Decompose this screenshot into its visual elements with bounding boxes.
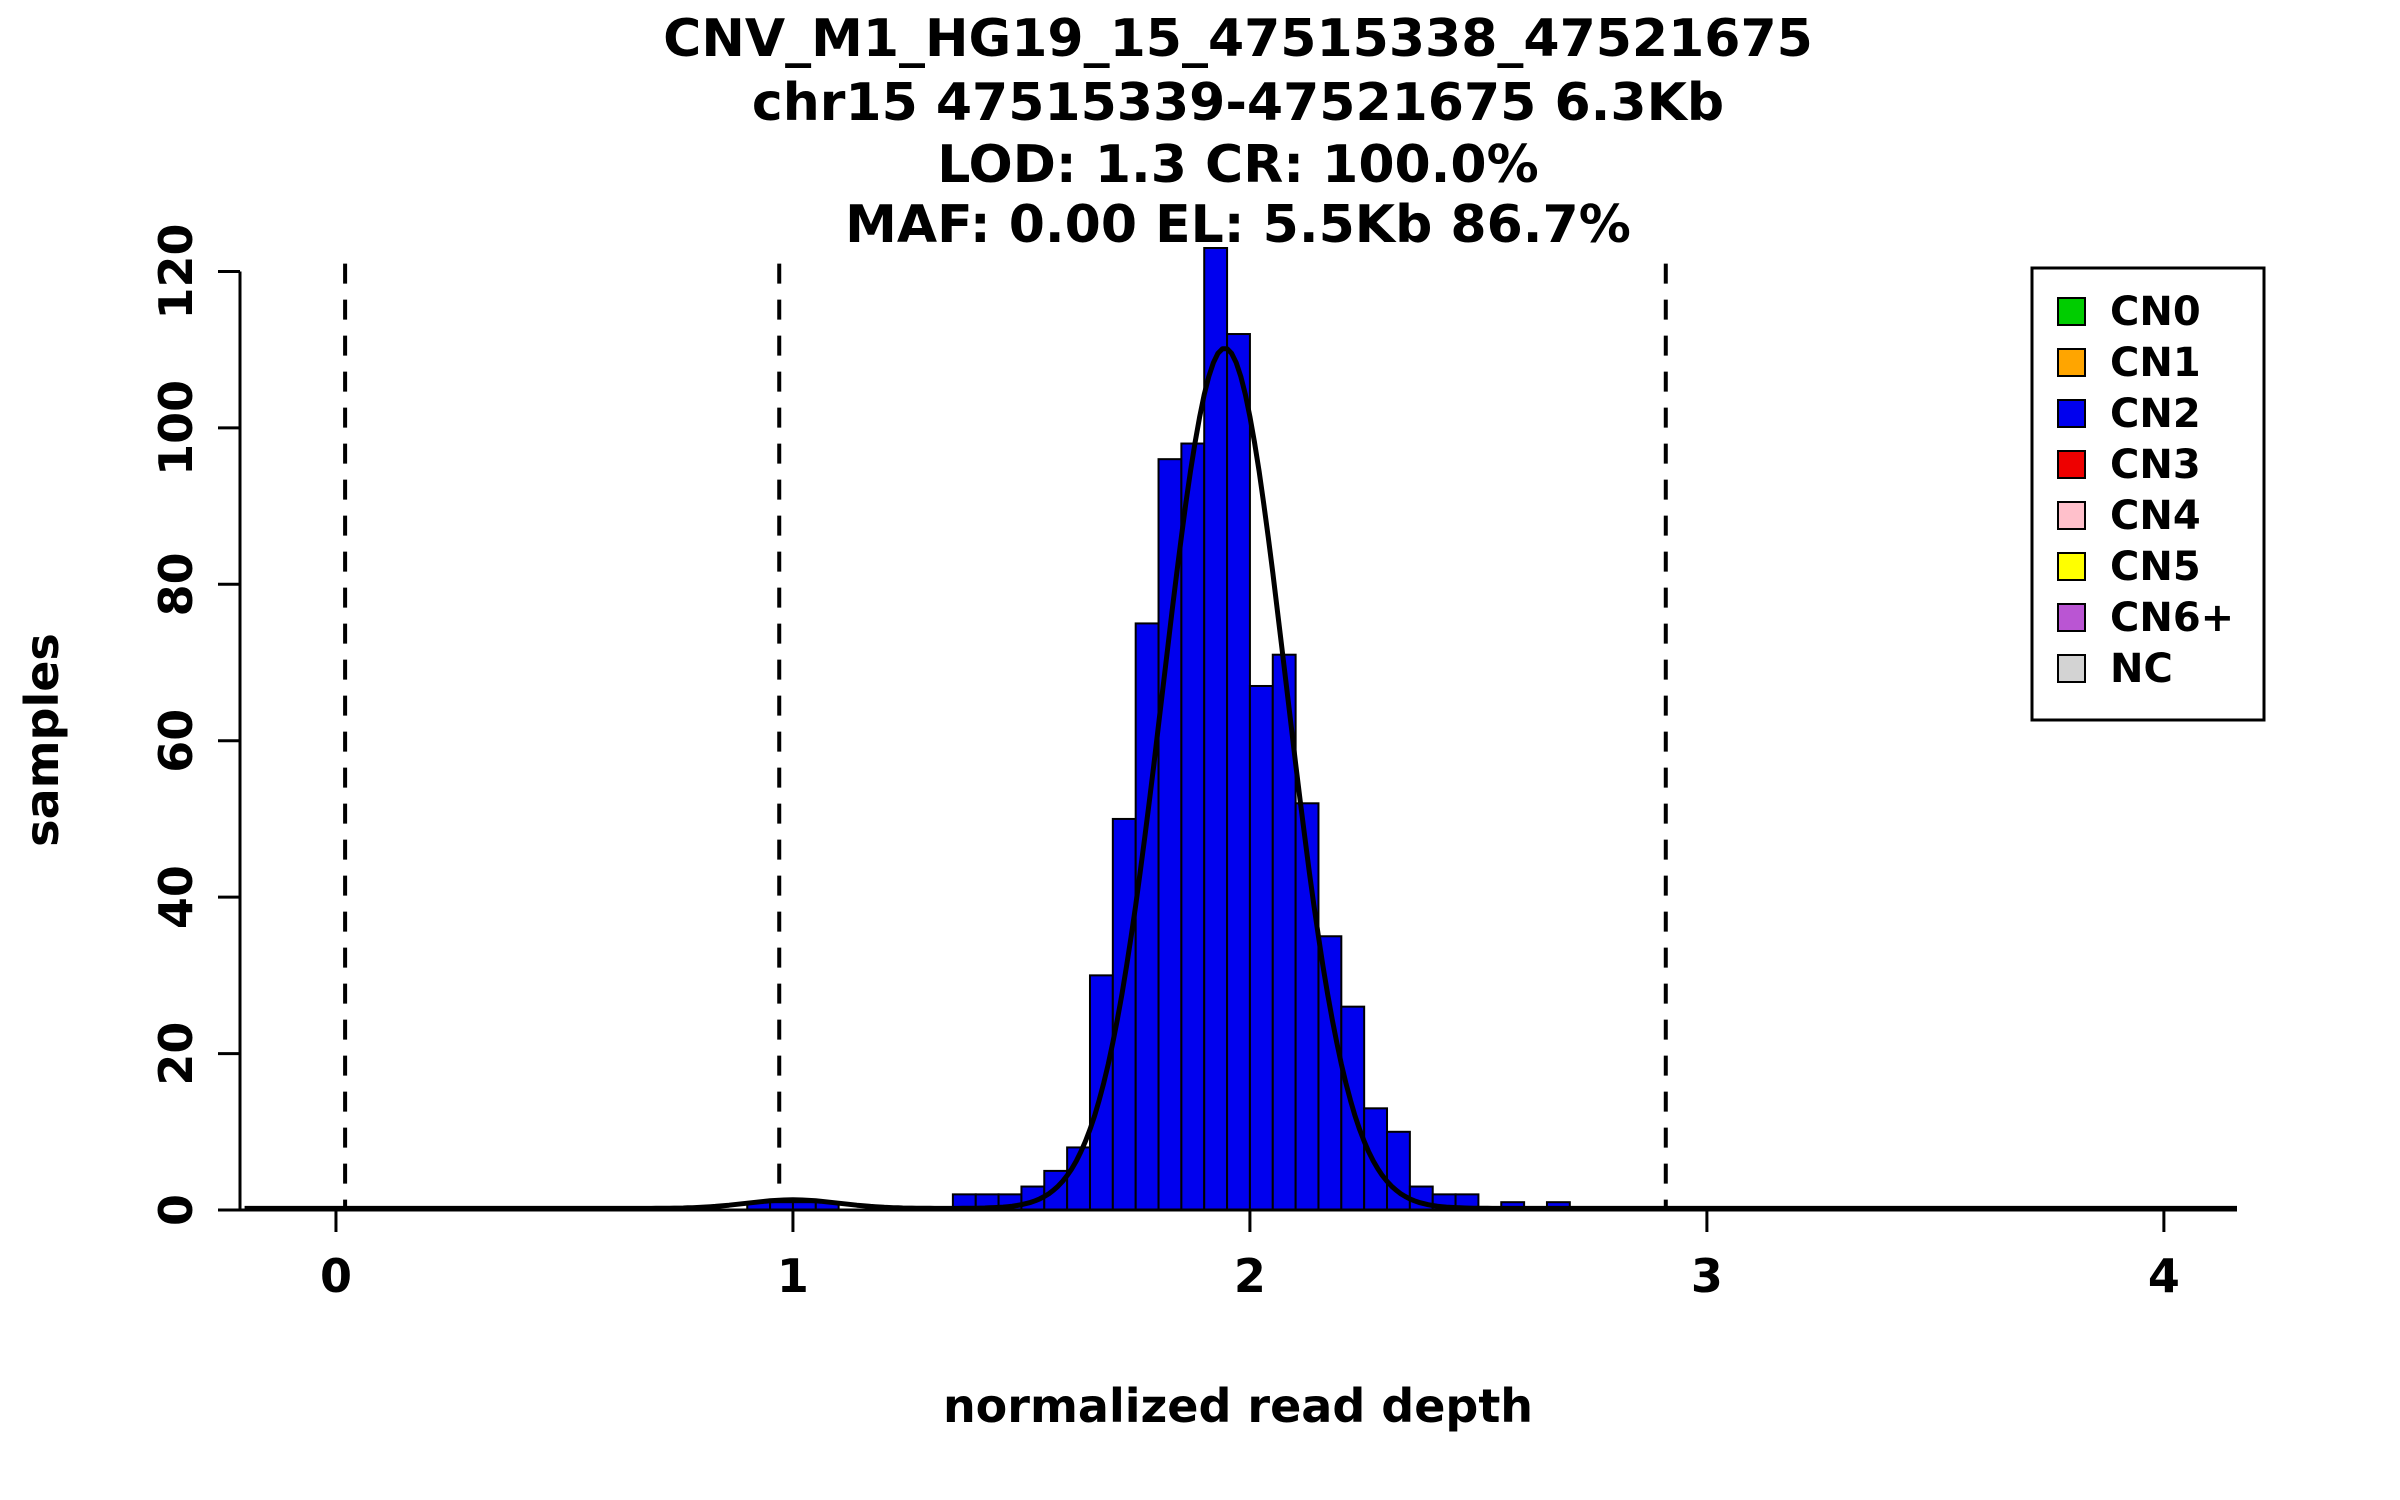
legend-item-label: CN5 (2110, 544, 2201, 590)
fit-curve (244, 346, 2237, 1211)
chart-title-line-3: LOD: 1.3 CR: 100.0% (937, 135, 1538, 195)
legend-swatch-cn5 (2057, 552, 2086, 581)
legend-swatch-cn3 (2057, 450, 2086, 479)
legend-item-label: CN0 (2110, 289, 2201, 335)
x-tick-label: 4 (2148, 1249, 2180, 1303)
legend-item-label: NC (2110, 646, 2173, 692)
x-tick-label: 1 (777, 1249, 809, 1303)
y-tick-label: 0 (149, 1194, 203, 1226)
chart-title-line-2: chr15 47515339-47521675 6.3Kb (752, 73, 1724, 133)
legend-item-label: CN3 (2110, 442, 2201, 488)
x-tick-label: 2 (1234, 1249, 1266, 1303)
chart-title-line-1: CNV_M1_HG19_15_47515338_47521675 (663, 9, 1813, 69)
y-tick-label: 100 (149, 380, 203, 476)
legend-swatch-cn0 (2057, 297, 2086, 326)
legend-item-label: CN6+ (2110, 595, 2234, 641)
x-tick-label: 3 (1691, 1249, 1723, 1303)
histogram-bar (1248, 684, 1274, 1211)
x-tick-label: 0 (320, 1249, 352, 1303)
legend-swatch-nc (2057, 654, 2086, 683)
histogram-bar (1203, 247, 1229, 1211)
y-axis-label: samples (15, 633, 69, 847)
histogram-bar (1180, 442, 1206, 1211)
legend-item-label: CN2 (2110, 391, 2201, 437)
histogram-bar (1226, 333, 1251, 1211)
histogram-bar (1363, 1107, 1389, 1211)
y-tick-label: 60 (149, 709, 203, 773)
chart-title-line-4: MAF: 0.00 EL: 5.5Kb 86.7% (845, 195, 1631, 255)
x-axis-label: normalized read depth (943, 1379, 1533, 1433)
legend-swatch-cn4 (2057, 501, 2086, 530)
legend-swatch-cn2 (2057, 399, 2086, 428)
histogram-bar (1134, 622, 1160, 1211)
y-tick-label: 40 (149, 865, 203, 929)
y-tick-label: 120 (149, 223, 203, 319)
legend-swatch-cn6plus (2057, 603, 2086, 632)
legend-item-label: CN4 (2110, 493, 2201, 539)
legend-item-label: CN1 (2110, 340, 2201, 386)
legend-box (2030, 266, 2266, 722)
y-tick-label: 80 (149, 552, 203, 616)
histogram-bar (1317, 935, 1343, 1212)
legend-swatch-cn1 (2057, 348, 2086, 377)
y-tick-label: 20 (149, 1022, 203, 1086)
chart-title-block: CNV_M1_HG19_15_47515338_47521675 chr15 4… (663, 9, 1813, 255)
